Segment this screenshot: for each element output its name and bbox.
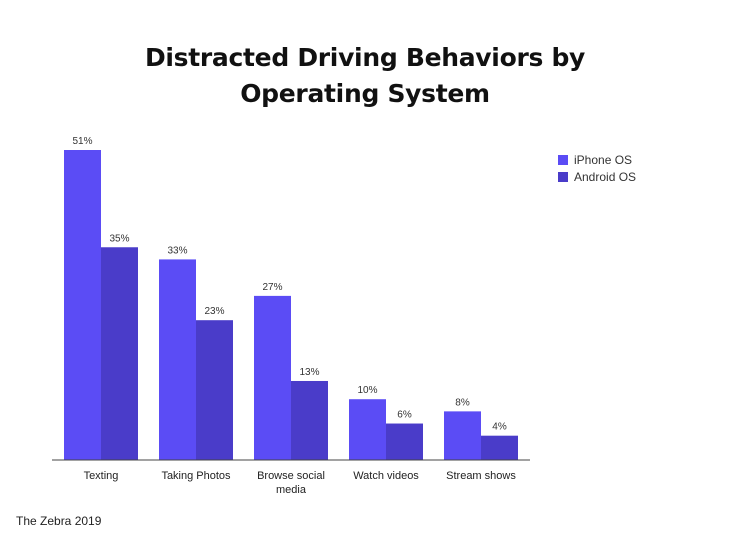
legend-item-android: Android OS	[558, 168, 636, 185]
bar-iphone-1	[159, 259, 196, 460]
bar-iphone-2	[254, 295, 291, 460]
bar-android-4	[481, 435, 518, 460]
source-note: The Zebra 2019	[16, 514, 102, 528]
chart-title-line-1: Distracted Driving Behaviors by	[144, 43, 586, 72]
chart-title: Distracted Driving Behaviors by Operatin…	[0, 40, 730, 112]
bar-iphone-0	[64, 150, 101, 460]
data-label-android-0: 35%	[109, 233, 129, 244]
legend: iPhone OS Android OS	[558, 151, 636, 185]
data-label-iphone-1: 33%	[167, 245, 187, 256]
legend-swatch-android	[558, 171, 568, 182]
bar-android-1	[196, 320, 233, 460]
category-label-1: Taking Photos	[161, 470, 231, 482]
legend-item-iphone: iPhone OS	[558, 151, 636, 168]
legend-label-iphone: iPhone OS	[574, 152, 633, 167]
data-label-android-4: 4%	[492, 422, 507, 433]
data-label-iphone-0: 51%	[72, 136, 92, 147]
category-label-2-line-1: media	[276, 484, 307, 496]
chart-title-line-2: Operating System	[240, 79, 490, 108]
bar-android-0	[101, 247, 138, 460]
category-label-2-line-0: Browse social	[257, 470, 325, 482]
data-label-iphone-3: 10%	[357, 385, 377, 396]
bar-android-2	[291, 380, 328, 460]
category-label-4: Stream shows	[446, 470, 516, 482]
data-label-android-2: 13%	[299, 367, 319, 378]
data-label-android-3: 6%	[397, 410, 412, 421]
data-label-android-1: 23%	[204, 306, 224, 317]
bar-android-3	[386, 423, 423, 460]
bar-iphone-4	[444, 411, 481, 460]
category-label-3: Watch videos	[353, 470, 419, 482]
bar-iphone-3	[349, 399, 386, 460]
category-label-0: Texting	[84, 470, 119, 482]
legend-swatch-iphone	[558, 154, 568, 165]
legend-label-android: Android OS	[574, 169, 637, 184]
data-label-iphone-2: 27%	[262, 282, 282, 293]
data-label-iphone-4: 8%	[455, 397, 470, 408]
